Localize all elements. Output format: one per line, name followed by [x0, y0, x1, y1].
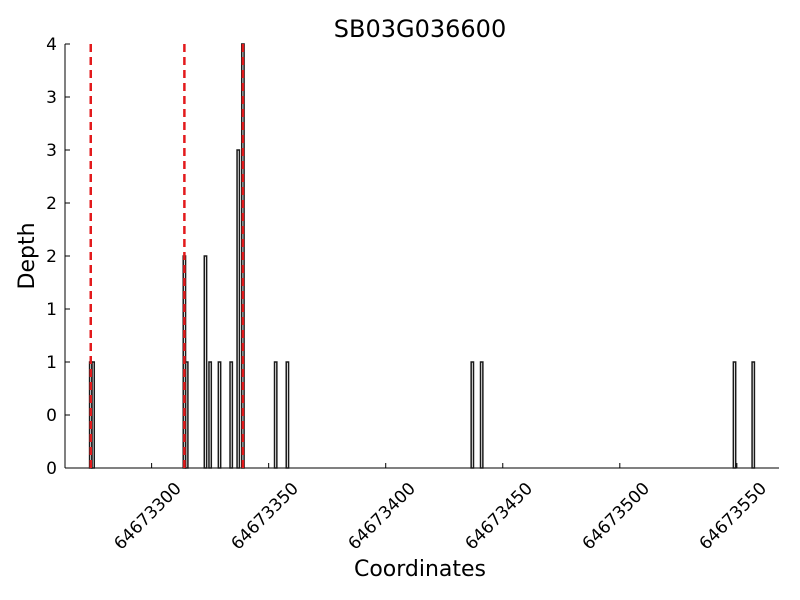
x-tick-label: 64673500	[579, 479, 654, 554]
chart-title: SB03G036600	[334, 15, 506, 43]
bar	[236, 149, 241, 469]
x-tick-label: 64673300	[110, 479, 185, 554]
bar	[285, 361, 290, 469]
bar	[229, 361, 234, 469]
y-tick-label: 3	[46, 141, 57, 161]
bar	[208, 361, 213, 469]
bar	[273, 361, 278, 469]
y-tick-label: 0	[46, 459, 57, 479]
bar	[479, 361, 484, 469]
x-tick-label: 64673550	[696, 479, 771, 554]
bar	[732, 361, 737, 469]
y-axis-label: Depth	[15, 222, 40, 289]
y-tick-label: 2	[46, 247, 57, 267]
x-tick-label: 64673400	[345, 479, 420, 554]
bar	[184, 361, 189, 469]
bar	[751, 361, 756, 469]
x-tick-label: 64673450	[462, 479, 537, 554]
bar	[470, 361, 475, 469]
bar	[91, 361, 96, 469]
y-tick-label: 4	[46, 35, 57, 55]
bar	[203, 255, 208, 469]
bar	[217, 361, 222, 469]
y-tick-label: 3	[46, 88, 57, 108]
y-tick-label: 2	[46, 194, 57, 214]
y-tick-label: 1	[46, 300, 57, 320]
y-tick-label: 1	[46, 353, 57, 373]
y-tick-label: 0	[46, 406, 57, 426]
x-axis-label: Coordinates	[354, 557, 486, 582]
x-tick-label: 64673350	[227, 479, 302, 554]
